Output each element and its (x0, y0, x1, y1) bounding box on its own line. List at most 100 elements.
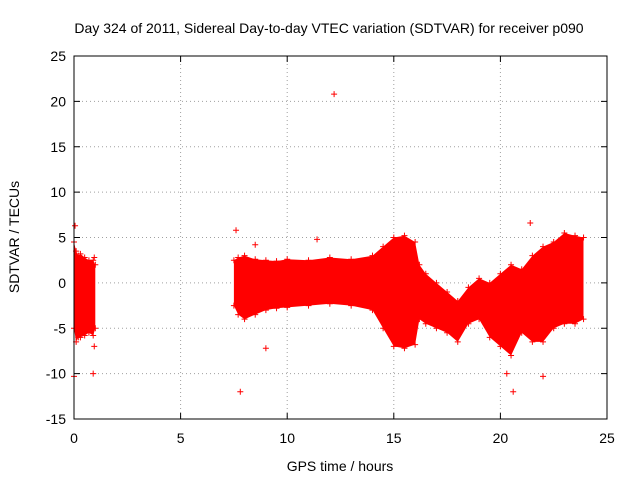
x-tick-label: 5 (177, 430, 185, 446)
data-point (305, 257, 312, 264)
data-point (433, 325, 440, 332)
data-point (454, 298, 461, 305)
data-point (262, 307, 269, 314)
data-point (527, 219, 534, 226)
data-point (550, 325, 557, 332)
data-point (235, 254, 242, 261)
data-point (422, 320, 429, 327)
data-point (416, 261, 423, 268)
data-point (284, 256, 291, 263)
data-point (252, 241, 259, 248)
x-tick-label: 0 (70, 430, 78, 446)
data-point (273, 305, 280, 312)
y-tick-label: 25 (50, 48, 66, 64)
data-point (416, 316, 423, 323)
tick-labels: 0 5 10 15 20 25 -15 -10 -5 0 5 10 15 20 25 (46, 48, 615, 446)
x-tick-label: 10 (279, 430, 295, 446)
data-point (77, 250, 84, 257)
data-point (252, 256, 259, 263)
data-point (77, 334, 84, 341)
data-point (508, 261, 515, 268)
data-point (314, 236, 321, 243)
data-point (380, 325, 387, 332)
x-tick-label: 15 (386, 430, 402, 446)
data-point (444, 288, 451, 295)
data-point (508, 352, 515, 359)
data-point (331, 91, 338, 98)
plot-frame (73, 55, 608, 420)
data-point (90, 332, 97, 339)
data-point (90, 370, 97, 377)
data-point (241, 252, 248, 259)
y-tick-label: -15 (46, 411, 66, 427)
y-tick-label: -5 (54, 320, 67, 336)
data-point (326, 254, 333, 261)
data-point (230, 257, 237, 264)
data-point (92, 325, 99, 332)
data-point (252, 311, 259, 318)
data-point (262, 345, 269, 352)
data-point (273, 258, 280, 265)
x-tick-label: 20 (493, 430, 509, 446)
data-point (92, 261, 99, 268)
data-point (85, 329, 92, 336)
y-tick-label: -10 (46, 366, 66, 382)
y-tick-label: 20 (50, 93, 66, 109)
data-point (369, 307, 376, 314)
data-point (454, 338, 461, 345)
data-point (305, 302, 312, 309)
data-point (465, 320, 472, 327)
data-point (412, 341, 419, 348)
x-axis-label: GPS time / hours (287, 458, 394, 474)
data-point (348, 256, 355, 263)
data-point (241, 316, 248, 323)
data-point (81, 254, 88, 261)
y-tick-label: 15 (50, 139, 66, 155)
data-point (486, 279, 493, 286)
data-point (91, 254, 98, 261)
data-point (540, 338, 547, 345)
data-point (510, 388, 517, 395)
data-point (580, 234, 587, 241)
y-tick-label: 5 (58, 230, 66, 246)
data-point (529, 338, 536, 345)
sdtvar-data-band (233, 233, 584, 356)
y-tick-label: 10 (50, 184, 66, 200)
data-point (572, 320, 579, 327)
y-axis-label: SDTVAR / TECUs (6, 181, 22, 293)
data-point (326, 300, 333, 307)
data-point (233, 227, 240, 234)
data-point (561, 229, 568, 236)
plot-area (71, 91, 587, 395)
data-point (230, 302, 237, 309)
y-tick-label: 0 (58, 275, 66, 291)
data-point (497, 270, 504, 277)
data-point (81, 332, 88, 339)
data-point (497, 343, 504, 350)
data-point (401, 345, 408, 352)
data-point (572, 232, 579, 239)
data-point (422, 270, 429, 277)
data-point (503, 370, 510, 377)
data-point (284, 304, 291, 311)
x-tick-label: 25 (599, 430, 615, 446)
data-point (390, 343, 397, 350)
data-point (465, 284, 472, 291)
sdtvar-data-band (74, 242, 96, 342)
data-point (444, 329, 451, 336)
data-point (401, 232, 408, 239)
data-point (348, 302, 355, 309)
data-point (518, 329, 525, 336)
data-point (540, 243, 547, 250)
data-point (476, 316, 483, 323)
data-point (580, 316, 587, 323)
data-point (380, 243, 387, 250)
data-point (237, 388, 244, 395)
data-point (412, 239, 419, 246)
data-point (433, 279, 440, 286)
chart-title: Day 324 of 2011, Sidereal Day-to-day VTE… (74, 20, 583, 36)
data-point (390, 234, 397, 241)
data-point (72, 222, 79, 229)
